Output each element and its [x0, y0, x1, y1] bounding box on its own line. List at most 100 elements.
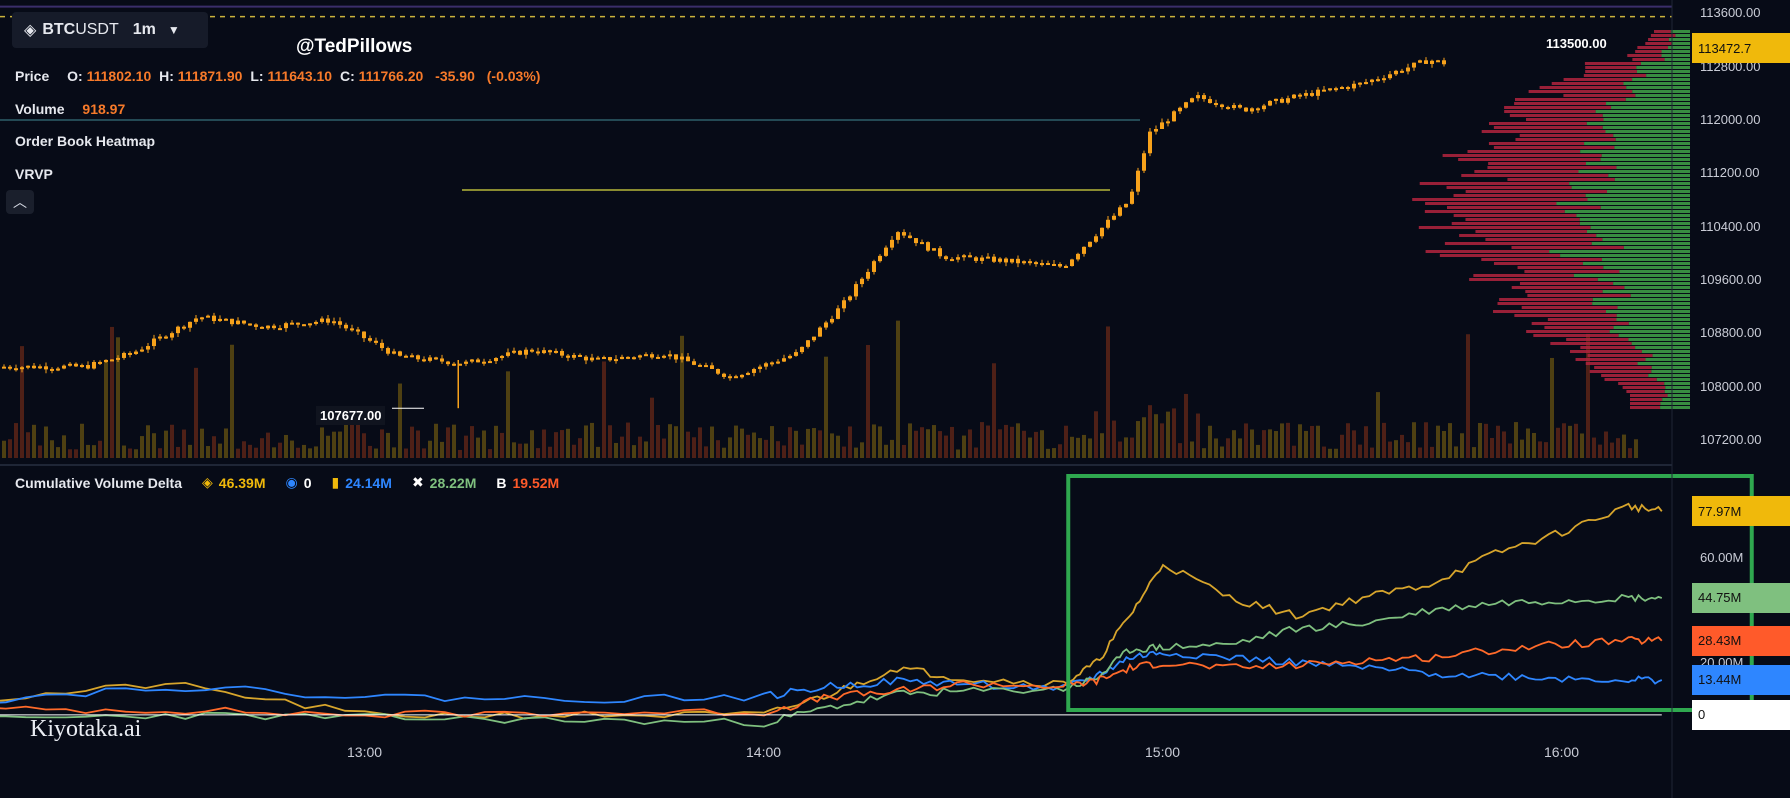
volume-bar — [212, 436, 216, 458]
volume-bar — [260, 438, 264, 458]
volume-bar — [704, 446, 708, 458]
volume-bar — [398, 383, 402, 458]
volume-bar — [794, 430, 798, 458]
vrvp-buy-bar — [1615, 138, 1690, 141]
volume-bar — [884, 444, 888, 458]
candle-body — [872, 261, 876, 272]
candle-body — [98, 361, 102, 364]
vrvp-sell-bar — [1507, 178, 1615, 181]
candle-body — [1040, 263, 1044, 266]
candle-body — [308, 323, 312, 326]
volume-bar — [536, 448, 540, 458]
volume-bar — [608, 425, 612, 458]
volume-bar — [272, 447, 276, 458]
volume-bar — [1574, 423, 1578, 458]
volume-bar — [440, 441, 444, 458]
symbol-selector[interactable]: ◈ BTC USDT 1m ▼ — [12, 12, 208, 48]
volume-bar — [1142, 417, 1146, 458]
vrvp-buy-bar — [1602, 290, 1690, 293]
cvd-value-tag: 44.75M — [1692, 582, 1790, 613]
candle-body — [710, 365, 714, 369]
candle-body — [1082, 246, 1086, 254]
price-tick-label: 109600.00 — [1700, 272, 1762, 287]
vrvp-buy-bar — [1662, 398, 1690, 401]
candle-body — [320, 318, 324, 322]
collapse-legend-button[interactable]: ︿ — [6, 190, 34, 214]
volume-bar — [974, 447, 978, 458]
volume-bar — [1394, 440, 1398, 458]
volume-bar — [476, 437, 480, 458]
cvd-bitmex-value: 19.52M — [512, 474, 560, 491]
volume-bar — [668, 424, 672, 458]
candle-body — [1100, 227, 1104, 237]
cvd-legend: Cumulative Volume Delta ◈ 46.39M ◉ 0 ▮ 2… — [15, 474, 559, 491]
volume-bar — [1484, 423, 1488, 458]
vrvp-sell-bar — [1511, 246, 1624, 249]
volume-legend: Volume 918.97 — [15, 101, 125, 117]
volume-bar — [8, 439, 12, 458]
candle-body — [236, 320, 240, 325]
candle-body — [1304, 93, 1308, 96]
candle-body — [584, 356, 588, 361]
volume-bar — [464, 435, 468, 458]
vrvp-buy-bar — [1601, 258, 1690, 261]
candle-body — [1400, 70, 1404, 73]
vrvp-buy-bar — [1668, 46, 1690, 49]
vrvp-sell-bar — [1488, 142, 1585, 145]
vrvp-legend[interactable]: VRVP — [15, 166, 53, 182]
volume-bar — [1010, 426, 1014, 458]
vrvp-sell-bar — [1451, 222, 1580, 225]
vrvp-buy-bar — [1582, 262, 1690, 265]
vrvp-buy-bar — [1670, 30, 1690, 33]
volume-bar — [968, 429, 972, 458]
candle-body — [92, 361, 96, 369]
candle-body — [1442, 60, 1446, 65]
vrvp-buy-bar — [1636, 66, 1690, 69]
volume-bar — [1556, 427, 1560, 458]
volume-bar — [380, 429, 384, 458]
candle-body — [1118, 207, 1122, 216]
vrvp-buy-bar — [1624, 286, 1690, 289]
volume-bar — [152, 433, 156, 458]
volume-bar — [128, 448, 132, 458]
volume-bar — [1112, 420, 1116, 458]
heatmap-legend[interactable]: Order Book Heatmap — [15, 133, 156, 149]
candle-body — [860, 278, 864, 285]
candle-body — [1436, 60, 1440, 63]
vrvp-sell-bar — [1587, 354, 1653, 357]
volume-bar — [950, 426, 954, 458]
vrvp-buy-bar — [1603, 266, 1690, 269]
candle-body — [446, 361, 450, 365]
volume-bar — [416, 430, 420, 458]
volume-bar — [1580, 433, 1584, 458]
volume-bar — [1514, 422, 1518, 458]
volume-bar — [1436, 425, 1440, 458]
volume-bar — [620, 436, 624, 458]
candle-body — [686, 356, 690, 362]
vrvp-sell-bar — [1519, 134, 1614, 137]
interval-label[interactable]: 1m — [132, 21, 156, 38]
cvd-title: Cumulative Volume Delta — [15, 474, 183, 491]
chevron-down-icon[interactable]: ▼ — [167, 23, 180, 37]
volume-bar — [266, 432, 270, 458]
candle-body — [884, 247, 888, 256]
volume-bar — [1226, 438, 1230, 458]
vrvp-buy-bar — [1613, 282, 1690, 285]
vrvp-sell-bar — [1570, 350, 1642, 353]
candle-body — [278, 328, 282, 331]
volume-bar — [38, 445, 42, 458]
volume-bar — [992, 363, 996, 458]
candle-body — [1382, 78, 1386, 81]
volume-bar — [86, 444, 90, 458]
candle-body — [1250, 108, 1254, 112]
volume-bar — [68, 449, 72, 458]
volume-bar — [1088, 438, 1092, 458]
volume-bar — [1586, 333, 1590, 458]
candle-body — [1430, 60, 1434, 64]
candle-body — [704, 365, 708, 368]
candle-body — [152, 338, 156, 347]
candle-body — [1418, 60, 1422, 63]
candle-body — [980, 257, 984, 261]
vrvp-buy-bar — [1675, 34, 1690, 37]
